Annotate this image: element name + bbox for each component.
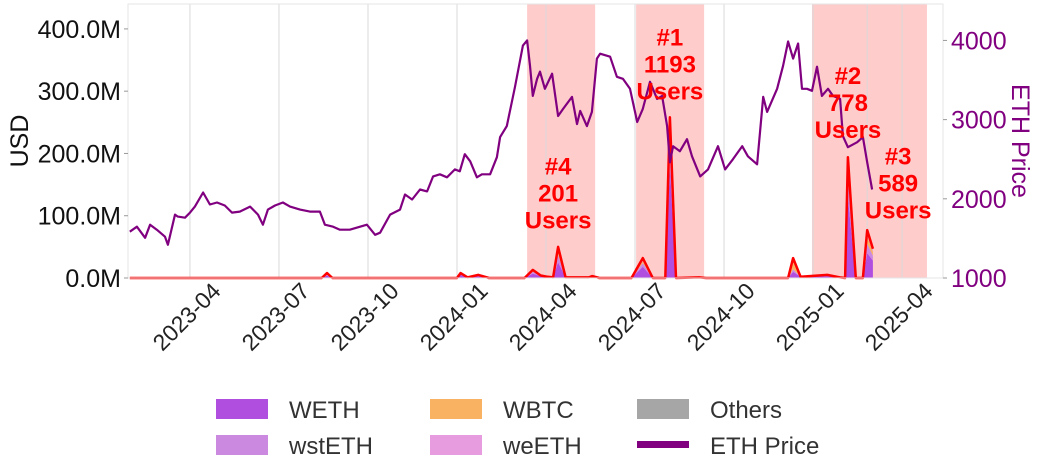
legend: WETH wstETH WBTC weETH Others ETH Price: [216, 397, 819, 460]
plot-frame: [127, 3, 944, 279]
eth-price-line: [129, 39, 874, 246]
legend-label-weth: WETH: [289, 397, 360, 424]
area-wsteth: [129, 137, 873, 278]
x-tick-label: 2023-07: [237, 278, 315, 356]
x-tick-label: 2025-04: [860, 277, 938, 355]
annotations: #4201Users#11193Users#2778Users#3589User…: [525, 24, 932, 234]
x-tick-label: 2024-10: [682, 278, 760, 356]
y-tick-label: 200.0M: [38, 140, 121, 168]
legend-label-wsteth: wstETH: [288, 433, 373, 460]
legend-swatch-wbtc: [430, 399, 482, 419]
y-right-tick-label: 2000: [951, 186, 1007, 214]
x-tick-label: 2023-04: [148, 277, 226, 355]
x-tick-label: 2024-04: [504, 277, 582, 355]
x-tick-label: 2024-01: [415, 278, 493, 356]
area-weeth: [129, 120, 873, 278]
area-weth: [129, 165, 873, 278]
area-others: [129, 117, 873, 278]
total-flow-line: [129, 116, 875, 280]
annotation-text: 201: [538, 180, 578, 207]
legend-swatch-wsteth: [216, 435, 268, 455]
annotation-text: #3: [885, 143, 912, 170]
annotation-text: Users: [865, 197, 932, 224]
x-tick-label: 2023-10: [326, 278, 404, 356]
legend-label-others: Others: [710, 397, 782, 424]
eth-price-series: [129, 39, 874, 246]
annotation-text: #1: [657, 24, 684, 51]
annotation-text: 589: [878, 170, 918, 197]
y-tick-label: 0.0M: [65, 265, 121, 293]
shaded-period: [527, 4, 596, 278]
y-right-tick-label: 4000: [951, 27, 1007, 55]
legend-swatch-others: [637, 399, 689, 419]
x-tick-label: 2024-07: [593, 278, 671, 356]
legend-label-eth-price: ETH Price: [710, 433, 819, 460]
annotation-text: #4: [545, 153, 572, 180]
y-tick-label: 400.0M: [38, 16, 121, 44]
annotation-text: Users: [637, 78, 704, 105]
y-axis-right-label: ETH Price: [1006, 84, 1034, 198]
y-tick-label: 300.0M: [38, 78, 121, 106]
annotation-text: Users: [815, 117, 882, 144]
legend-label-weeth: weETH: [502, 433, 582, 460]
gridlines: [189, 4, 903, 278]
legend-line-eth-price: [637, 441, 689, 448]
stacked-areas: [129, 116, 875, 280]
annotation-text: Users: [525, 207, 592, 234]
legend-swatch-weeth: [430, 435, 482, 455]
legend-swatch-weth: [216, 399, 268, 419]
y-right-tick-label: 3000: [951, 107, 1007, 135]
annotation-text: 1193: [644, 51, 696, 78]
annotation-text: #2: [835, 63, 862, 90]
annotation-text: 778: [828, 90, 868, 117]
shaded-period: [811, 4, 927, 278]
x-tick-label: 2025-01: [771, 278, 849, 356]
y-axis-label: USD: [6, 115, 34, 168]
area-wbtc: [129, 131, 873, 278]
y-tick-label: 100.0M: [38, 203, 121, 231]
legend-label-wbtc: WBTC: [503, 397, 574, 424]
y-right-tick-label: 1000: [951, 265, 1007, 293]
